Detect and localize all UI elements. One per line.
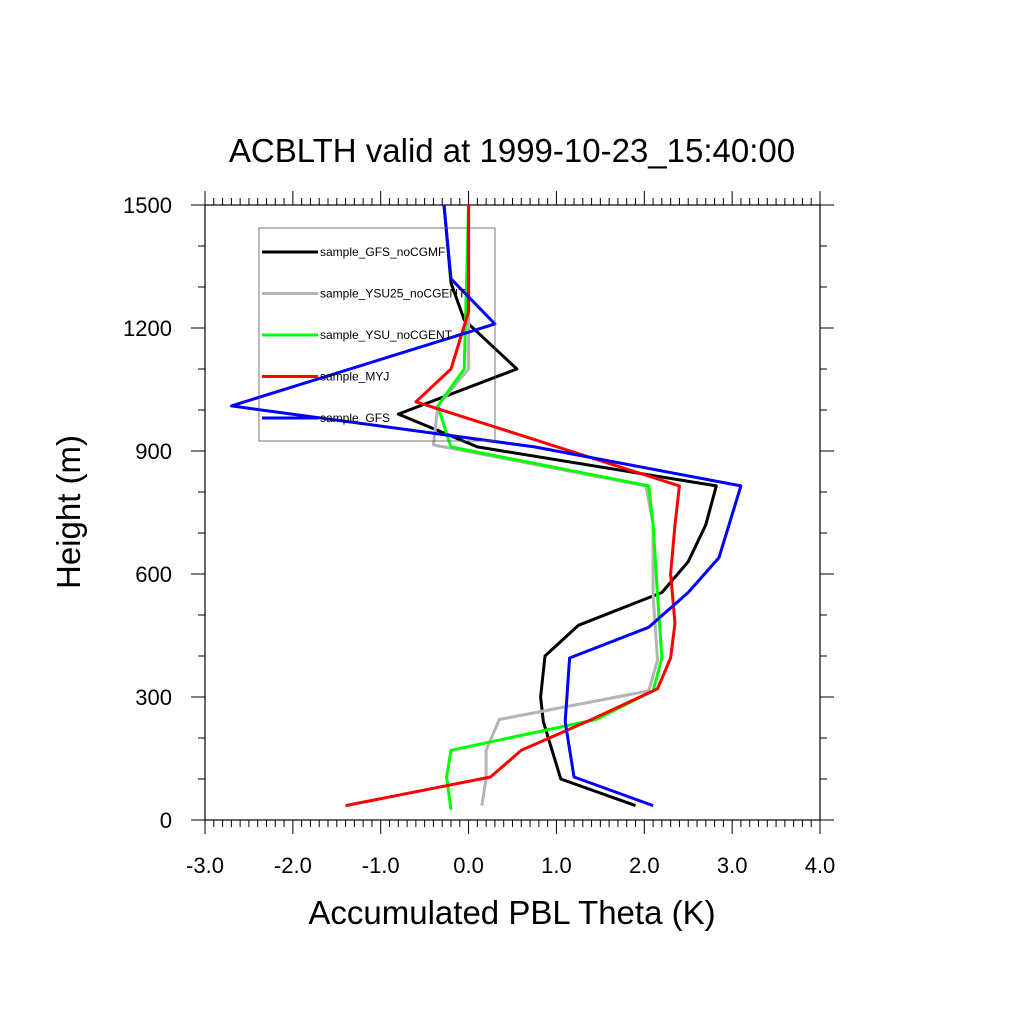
- y-tick-label: 1500: [123, 193, 172, 218]
- y-tick-label: 600: [135, 562, 172, 587]
- plot-area: -3.0 -2.0 -1.0 0.0 1.0 2.0 3.0 4.0 0 300 600 900 120…: [123, 191, 835, 878]
- y-axis-label: Height (m): [50, 435, 87, 589]
- x-tick-label: 1.0: [541, 853, 572, 878]
- x-tick-label: 2.0: [629, 853, 660, 878]
- series-line: [436, 204, 664, 810]
- y-tick-label: 300: [135, 685, 172, 710]
- y-tick-label: 1200: [123, 316, 172, 341]
- x-tick-label: 4.0: [805, 853, 836, 878]
- legend: sample_GFS_noCGMF sample_YSU25_noCGENTsam…: [258, 227, 496, 442]
- x-tick-label: 3.0: [717, 853, 748, 878]
- legend-label: sample_GFS: [320, 411, 390, 425]
- x-tick-label: 0.0: [453, 853, 484, 878]
- plot-frame: [204, 204, 821, 821]
- legend-label: sample_YSU25_noCGENT: [320, 287, 466, 301]
- legend-label: sample_YSU_noCGENT: [320, 328, 453, 342]
- series-line: [229, 204, 743, 808]
- x-tick-label: -2.0: [274, 853, 312, 878]
- legend-box: [258, 227, 496, 442]
- legend-label: sample_MYJ: [320, 370, 389, 384]
- chart-title: ACBLTH valid at 1999-10-23_15:40:00: [229, 132, 795, 169]
- y-tick-label: 900: [135, 439, 172, 464]
- legend-label: sample_GFS_noCGMF: [320, 245, 445, 259]
- x-axis-label: Accumulated PBL Theta (K): [308, 894, 715, 931]
- y-tick-label: 0: [160, 808, 172, 833]
- x-tick-label: -3.0: [186, 853, 224, 878]
- series-line: [396, 204, 718, 808]
- series-line: [345, 205, 681, 808]
- x-tick-label: -1.0: [362, 853, 400, 878]
